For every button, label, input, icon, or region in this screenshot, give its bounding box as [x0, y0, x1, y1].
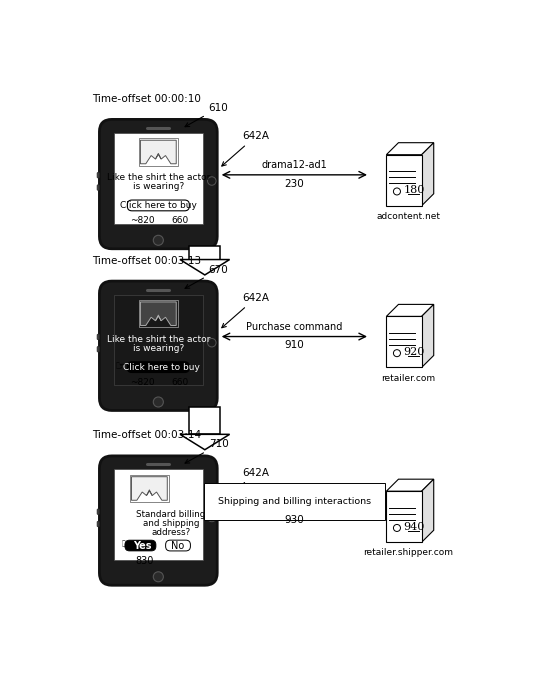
FancyBboxPatch shape [97, 172, 100, 178]
FancyBboxPatch shape [113, 469, 203, 560]
Circle shape [154, 572, 163, 582]
Text: Time-offset 00:03:13: Time-offset 00:03:13 [92, 256, 201, 266]
Text: Purchase command: Purchase command [246, 322, 342, 332]
Polygon shape [156, 153, 161, 159]
Text: 660: 660 [171, 216, 189, 225]
FancyBboxPatch shape [386, 155, 422, 205]
FancyBboxPatch shape [386, 491, 422, 542]
FancyBboxPatch shape [97, 521, 100, 527]
Text: 910: 910 [285, 340, 304, 350]
Polygon shape [140, 140, 176, 164]
Text: No: No [171, 541, 185, 550]
Polygon shape [180, 434, 230, 450]
Text: Time-offset 00:03:14: Time-offset 00:03:14 [92, 431, 201, 440]
Polygon shape [422, 480, 434, 542]
Text: ~820: ~820 [131, 378, 155, 387]
Text: is wearing?: is wearing? [133, 344, 184, 353]
Text: Click here to buy: Click here to buy [123, 363, 200, 372]
FancyBboxPatch shape [113, 295, 203, 385]
Text: ☞: ☞ [114, 360, 126, 373]
FancyBboxPatch shape [125, 540, 156, 551]
FancyBboxPatch shape [127, 362, 189, 372]
Text: Click here to buy: Click here to buy [120, 201, 197, 210]
Polygon shape [156, 315, 161, 321]
FancyBboxPatch shape [100, 120, 217, 249]
FancyBboxPatch shape [97, 185, 100, 190]
Circle shape [208, 513, 216, 521]
Text: Shipping and billing interactions: Shipping and billing interactions [218, 497, 371, 506]
Text: address?: address? [151, 528, 190, 537]
Text: 230: 230 [285, 179, 304, 189]
FancyBboxPatch shape [97, 509, 100, 515]
Text: 610: 610 [185, 103, 228, 126]
Text: ☞: ☞ [121, 539, 132, 551]
FancyBboxPatch shape [100, 281, 217, 410]
Text: and shipping: and shipping [143, 519, 199, 528]
Circle shape [154, 397, 163, 407]
Text: 710: 710 [185, 440, 228, 463]
FancyBboxPatch shape [97, 346, 100, 352]
Polygon shape [180, 260, 230, 275]
Circle shape [393, 188, 401, 195]
FancyBboxPatch shape [189, 407, 220, 434]
Circle shape [393, 524, 401, 532]
Text: 180: 180 [403, 185, 425, 195]
Text: is wearing?: is wearing? [133, 182, 184, 192]
Text: Standard billing: Standard billing [136, 510, 205, 519]
Text: Time-offset 00:00:10: Time-offset 00:00:10 [92, 94, 201, 104]
Polygon shape [422, 304, 434, 368]
Text: 642A: 642A [222, 293, 269, 328]
Polygon shape [422, 143, 434, 205]
Text: Yes: Yes [134, 541, 152, 550]
Text: 830: 830 [136, 556, 154, 566]
Text: 940: 940 [403, 522, 425, 532]
FancyBboxPatch shape [127, 200, 189, 211]
FancyBboxPatch shape [189, 246, 220, 260]
Text: Like the shirt the actor: Like the shirt the actor [106, 335, 210, 344]
FancyBboxPatch shape [386, 317, 422, 368]
Polygon shape [132, 477, 167, 500]
Polygon shape [386, 143, 434, 155]
Text: 642A: 642A [222, 131, 269, 166]
Circle shape [393, 350, 401, 357]
Text: 642A: 642A [222, 468, 269, 502]
Text: Like the shirt the actor: Like the shirt the actor [106, 173, 210, 182]
Text: drama12-ad1: drama12-ad1 [262, 160, 327, 170]
Circle shape [208, 339, 216, 347]
Text: retailer.com: retailer.com [381, 374, 435, 383]
FancyBboxPatch shape [97, 335, 100, 339]
Polygon shape [140, 302, 176, 326]
Text: retailer.shipper.com: retailer.shipper.com [363, 548, 453, 557]
Polygon shape [147, 490, 152, 495]
Text: adcontent.net: adcontent.net [376, 212, 440, 221]
Text: 660: 660 [171, 378, 189, 387]
Circle shape [154, 235, 163, 245]
Text: 670: 670 [185, 264, 228, 289]
Text: 920: 920 [403, 347, 425, 357]
FancyBboxPatch shape [113, 133, 203, 223]
Polygon shape [386, 304, 434, 317]
Text: 930: 930 [285, 515, 304, 525]
Circle shape [208, 177, 216, 185]
Polygon shape [386, 480, 434, 491]
FancyBboxPatch shape [166, 540, 190, 551]
Text: ~820: ~820 [131, 216, 155, 225]
FancyBboxPatch shape [100, 456, 217, 585]
